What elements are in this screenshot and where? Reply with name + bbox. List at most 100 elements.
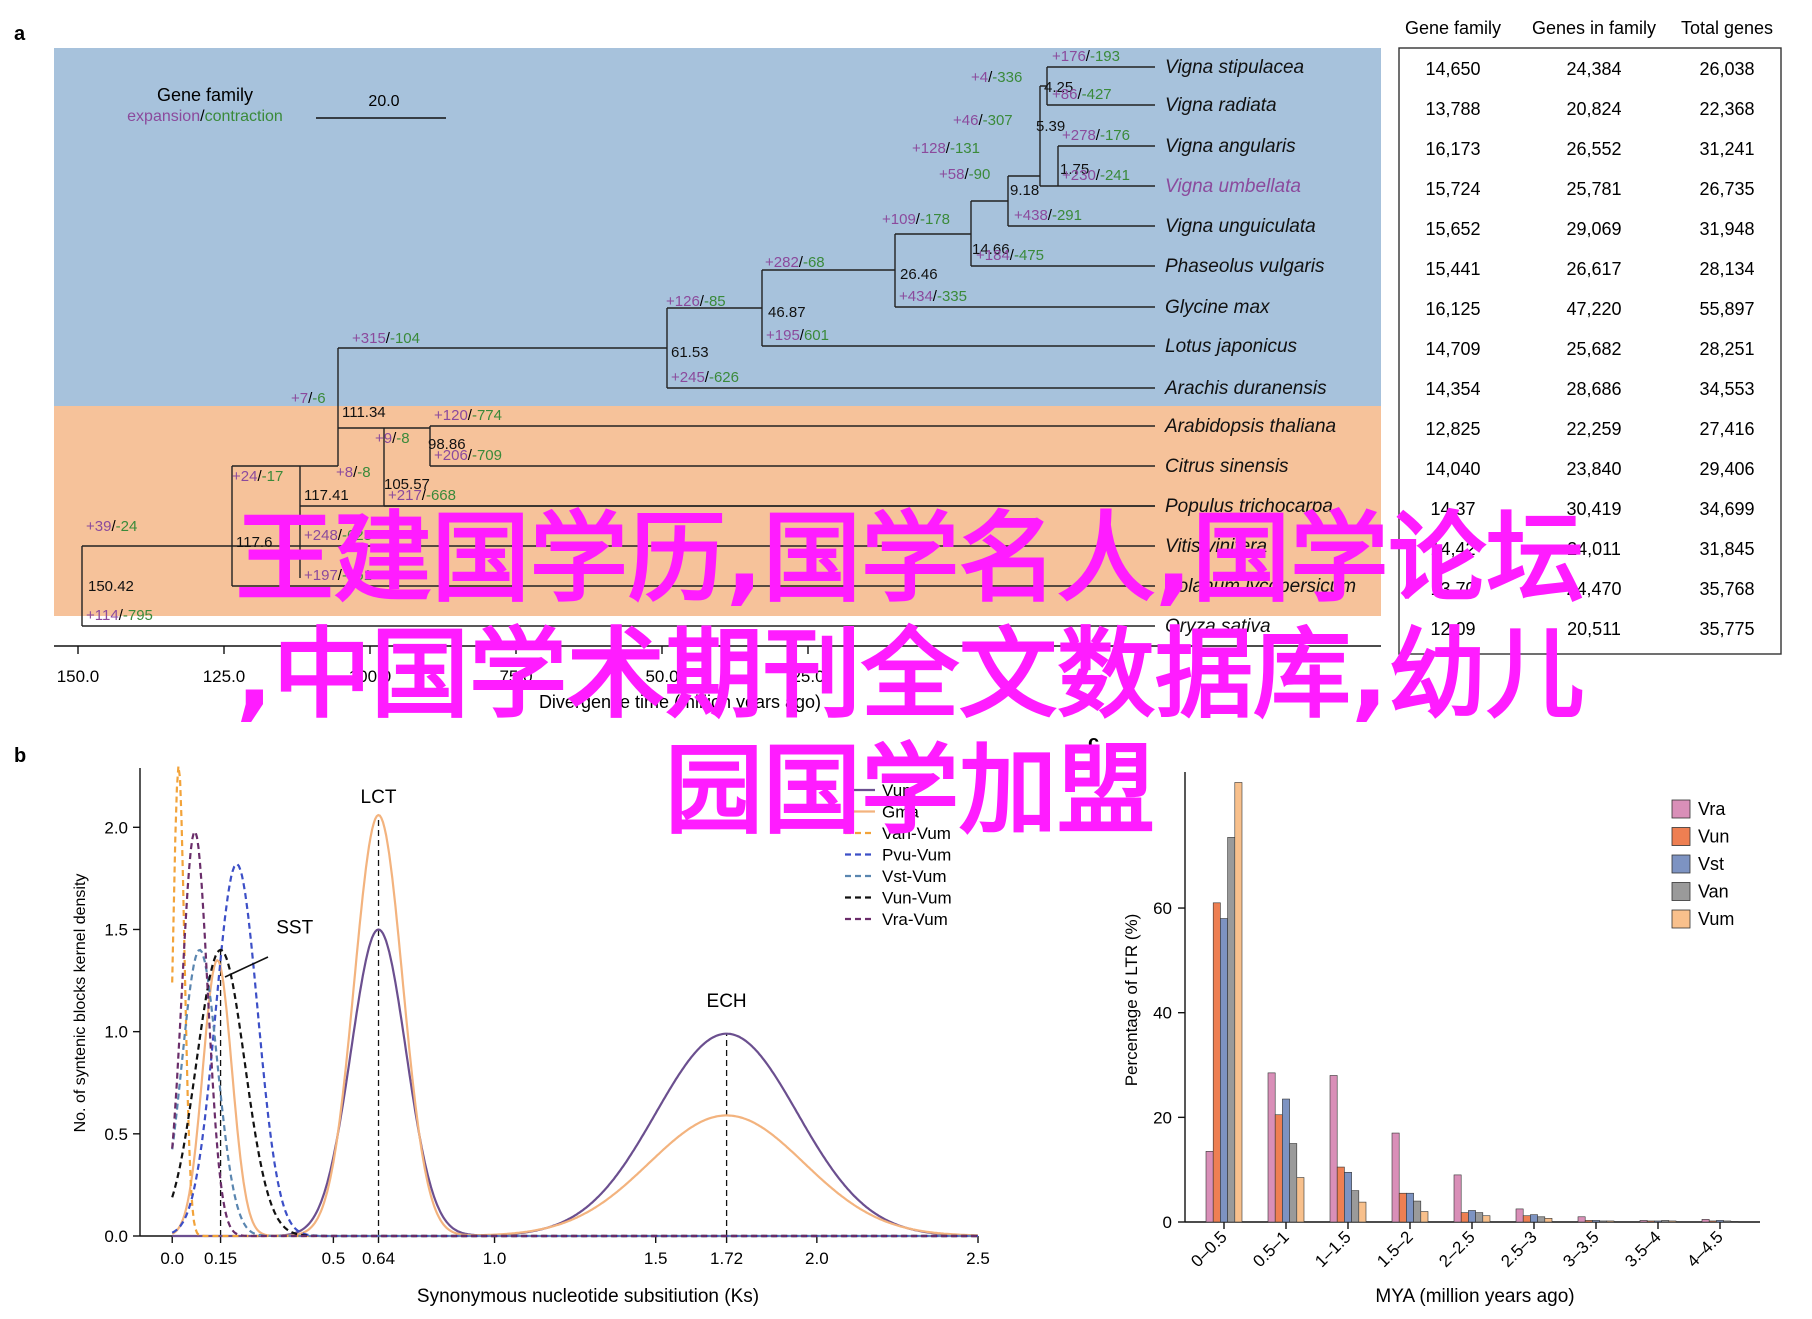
table-headers: Gene family Genes in family Total genes	[1405, 18, 1773, 38]
b-y-tick-label: 1.0	[104, 1023, 128, 1042]
table-cell-total-genes: 31,241	[1699, 139, 1754, 159]
tip-branch-label: +197/-761	[304, 567, 372, 584]
c-bar-vra	[1639, 1220, 1648, 1223]
table-cell-total-genes: 28,251	[1699, 339, 1754, 359]
c-bar-van	[1537, 1216, 1546, 1223]
c-bar-vra	[1329, 1075, 1338, 1223]
node-age: 4.25	[1044, 79, 1073, 96]
b-annotation: ECH	[707, 991, 747, 1012]
nonlegume-background	[54, 406, 1381, 616]
b-y-label: No. of syntenic blocks kernel density	[72, 874, 89, 1133]
c-bar-van	[1413, 1200, 1422, 1223]
tree-x-tick-label: 50.0	[645, 667, 678, 686]
b-x-tick-label: 0.64	[362, 1249, 395, 1268]
table-cell-genes-in-family: 28,686	[1566, 379, 1621, 399]
svg-text:+39/-24: +39/-24	[86, 518, 137, 535]
c-x-tick-label: 1.5–2	[1373, 1227, 1417, 1271]
table-cell-gene-family: 14,354	[1425, 379, 1480, 399]
node-age: 117.6	[236, 534, 272, 551]
species-name: Arabidopsis thaliana	[1164, 416, 1336, 437]
table-cell-total-genes: 27,416	[1699, 419, 1754, 439]
c-bar-vra	[1205, 1151, 1214, 1223]
c-bar-vum	[1606, 1220, 1615, 1223]
c-y-tick-label: 40	[1153, 1004, 1172, 1023]
node-age: 105.57	[384, 476, 430, 493]
panel-b-density-plot: 0.0 0.5 1.0 1.5 2.0 0.0 0.15 0.5 0.64 1.0 1.5 1.72 2…	[72, 766, 990, 1307]
table-cell-gene-family: 14,42	[1430, 539, 1475, 559]
table-cell-gene-family: 16,173	[1425, 139, 1480, 159]
table-cell-gene-family: 14,040	[1425, 459, 1480, 479]
c-bar-vun	[1398, 1192, 1407, 1223]
c-bar-vst	[1220, 918, 1228, 1223]
table-cell-gene-family: 15,441	[1425, 259, 1480, 279]
species-name: Oryza sativa	[1165, 616, 1271, 637]
node-age: 1.75	[1060, 161, 1089, 178]
species-name: Phaseolus vulgaris	[1165, 256, 1325, 277]
b-y-tick-label: 0.5	[104, 1125, 128, 1144]
tip-labels: +176/-193 Vigna stipulacea +86/-427 Vigna r…	[86, 48, 1356, 637]
c-bar-vra	[1515, 1208, 1524, 1223]
c-x-tick-label: 0.5–1	[1249, 1227, 1293, 1271]
c-bar-van	[1599, 1220, 1608, 1223]
b-x-label: Synonymous nucleotide subsitiution (Ks)	[417, 1286, 759, 1307]
node-age: 111.34	[342, 404, 386, 421]
table-cell-genes-in-family: 26,617	[1566, 259, 1621, 279]
species-name: Vitis vinifera	[1165, 536, 1267, 557]
c-x-tick-label: 3–3.5	[1559, 1227, 1603, 1271]
c-bar-vra	[1391, 1132, 1400, 1223]
node-age: 61.53	[671, 344, 709, 361]
table-cell-genes-in-family: 47,220	[1566, 299, 1621, 319]
b-legend-label: Pvu-Vum	[882, 846, 951, 865]
svg-text:+109/-178: +109/-178	[882, 211, 950, 228]
legend-expansion: expansion	[127, 108, 200, 125]
c-y-label: Percentage of LTR (%)	[1122, 914, 1141, 1087]
panel-label-a: a	[14, 23, 26, 45]
c-x-tick-label: 2–2.5	[1435, 1227, 1479, 1271]
svg-text:+4/-336: +4/-336	[971, 69, 1022, 86]
tree-branches	[81, 66, 1155, 627]
c-bar-vst	[1654, 1220, 1662, 1223]
c-bar-vra	[1701, 1219, 1710, 1223]
c-bar-vum	[1544, 1218, 1553, 1223]
species-name: Solanum lycopersicum	[1165, 576, 1356, 597]
b-legend-label: Gma	[882, 803, 919, 822]
b-legend-label: Vst-Vum	[882, 867, 947, 886]
table-cell-gene-family: 14,650	[1425, 59, 1480, 79]
tip-branch-label: +195/601	[766, 327, 829, 344]
node-age: 14.66	[972, 241, 1010, 258]
svg-text:+9/-8: +9/-8	[375, 430, 410, 447]
c-bar-van	[1351, 1190, 1360, 1223]
c-bar-vra	[1267, 1072, 1276, 1223]
table-cell-genes-in-family: 26,552	[1566, 139, 1621, 159]
tip-branch-label: +120/-774	[434, 407, 502, 424]
species-name: Vigna radiata	[1165, 95, 1277, 116]
branch-exp: +7	[291, 390, 308, 407]
b-x-tick-label: 0.0	[160, 1249, 184, 1268]
table-cell-total-genes: 26,735	[1699, 179, 1754, 199]
c-x-tick-label: 3.5–4	[1621, 1227, 1665, 1271]
c-bar-vst	[1344, 1171, 1352, 1223]
branch-con: -85	[704, 293, 726, 310]
node-age: 150.42	[88, 578, 134, 595]
legend-sep: /	[200, 108, 205, 125]
b-annotation: SST	[276, 918, 313, 939]
c-bar-van	[1227, 837, 1236, 1223]
b-series-vum	[172, 928, 978, 1238]
branch-con: -178	[920, 211, 950, 228]
c-legend-label: Vum	[1698, 909, 1734, 929]
species-name: Vigna stipulacea	[1165, 57, 1304, 78]
c-bar-vun	[1522, 1215, 1531, 1223]
tip-branch-label: +206/-709	[434, 447, 502, 464]
branch-exp: +46	[953, 112, 978, 129]
table-cell-total-genes: 31,948	[1699, 219, 1754, 239]
c-bar-vun	[1708, 1220, 1717, 1223]
branch-exp: +24	[232, 468, 257, 485]
table-cell-genes-in-family: 30,419	[1566, 499, 1621, 519]
b-y-tick-label: 0.0	[104, 1227, 128, 1246]
table-cell-total-genes: 34,553	[1699, 379, 1754, 399]
c-bar-vun	[1646, 1220, 1655, 1223]
table-cell-gene-family: 15,652	[1425, 219, 1480, 239]
species-name: Glycine max	[1165, 297, 1271, 318]
legend-expansion-contraction: expansion/contraction	[127, 108, 283, 125]
c-legend-swatch	[1671, 799, 1691, 819]
